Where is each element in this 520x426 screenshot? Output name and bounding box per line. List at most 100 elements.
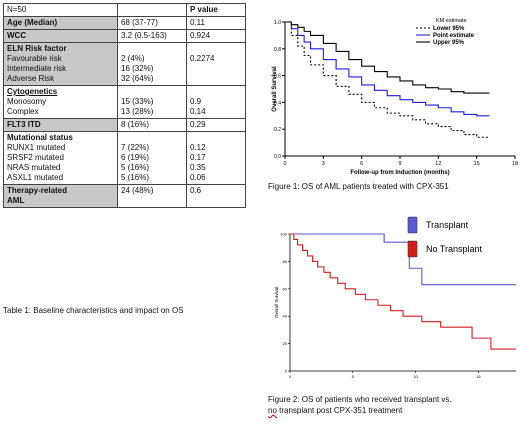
- table-row: Age (Median) 68 (37-77) 0.11: [3, 16, 246, 30]
- table-row: FLT3 ITD 8 (16%) 0.29: [3, 118, 246, 132]
- cell-line: 0.6: [190, 186, 202, 195]
- legend-label: No Transplant: [426, 244, 483, 254]
- y-tick-label: 1.0: [274, 20, 281, 26]
- table-cell: 0.924: [186, 29, 246, 43]
- table-row: WCC 3.2 (0.5-163) 0.924: [3, 29, 246, 43]
- legend-label: Upper 95%: [433, 40, 465, 46]
- row-heading: ELN Risk factor: [7, 44, 67, 53]
- cell-line: SRSF2 mutated: [7, 153, 64, 162]
- table-cell: 0.9 0.14: [186, 85, 246, 119]
- x-tick-label: 6: [360, 161, 363, 167]
- x-axis-label: Follow-up from Induction (months): [350, 170, 449, 176]
- table-cell: Age (Median): [3, 16, 118, 30]
- cell-line: Favourable risk: [7, 54, 62, 63]
- y-tick-label: 60: [283, 286, 288, 291]
- cell-line: 0.35: [190, 163, 206, 172]
- y-tick-label: 0.0: [274, 154, 281, 160]
- baseline-characteristics-table: N=50 P value Age (Median) 68 (37-77) 0.11 WCC…: [3, 3, 246, 208]
- header-cell: P value: [186, 3, 246, 17]
- figure-2-caption-line1: Figure 2: OS of patients who received tr…: [268, 395, 452, 404]
- table-cell: 7 (22%) 6 (19%) 5 (16%) 5 (16%): [117, 131, 187, 185]
- legend-swatch: [407, 216, 418, 234]
- table-cell: 2 (4%) 16 (32%) 32 (64%): [117, 42, 187, 86]
- cell-line: 0.11: [190, 18, 205, 27]
- cell-line: 0.9: [190, 97, 202, 106]
- km-curve-chart: 0.0 0.2 0.4 0.6 0.8 1.0 0 3 6 9 12 15 18 Overall Surv…: [272, 18, 518, 176]
- cell-line: 15 (33%): [121, 97, 154, 106]
- cell-line: [190, 74, 242, 84]
- row-heading: WCC: [7, 31, 27, 40]
- cell-line: Monosomy: [7, 97, 47, 106]
- cell-line: 0.17: [190, 153, 206, 162]
- table-cell: Therapy-related AML: [3, 184, 118, 208]
- cell-line: 0.924: [190, 31, 211, 40]
- cell-line: [121, 44, 183, 54]
- figure-1-caption: Figure 1: OS of AML patients treated wit…: [268, 182, 449, 191]
- y-tick-label: 0.8: [274, 47, 281, 53]
- x-tick-label: 15: [476, 374, 481, 379]
- table-cell: ELN Risk factor Favourable risk Intermedia…: [3, 42, 118, 86]
- row-heading: Age (Median): [7, 18, 58, 27]
- cell-line: 3.2 (0.5-163): [121, 31, 167, 40]
- header-cell: N=50: [3, 3, 118, 17]
- table-cell: FLT3 ITD: [3, 118, 118, 132]
- figure-2-caption-rest: transplant post CPX-351 treatment: [276, 406, 403, 415]
- cell-line: 0.29: [190, 120, 206, 129]
- table-caption: Table 1: Baseline characteristics and im…: [3, 306, 184, 315]
- table-cell: Cytogenetics Monosomy Complex: [3, 85, 118, 119]
- y-tick-label: 100: [280, 232, 287, 237]
- x-tick-label: 9: [398, 161, 401, 167]
- y-tick-label: 40: [283, 314, 288, 319]
- table-row: Therapy-related AML 24 (48%) 0.6: [3, 184, 246, 208]
- cell-line: 8 (16%): [121, 120, 150, 129]
- km-line-3: [285, 21, 490, 94]
- cell-line: AML: [7, 196, 25, 205]
- cell-line: NRAS mutated: [7, 163, 61, 172]
- survival-line-2: [290, 233, 516, 350]
- figure-2-caption-no: no: [268, 406, 277, 415]
- km-line-2: [285, 21, 490, 117]
- cell-line: 0.12: [190, 143, 206, 152]
- cell-line: 5 (16%): [121, 173, 150, 182]
- x-tick-label: 12: [435, 161, 441, 167]
- table-row: Cytogenetics Monosomy Complex 15 (33%) 13 (2…: [3, 85, 246, 119]
- y-tick-label: 0: [285, 369, 288, 374]
- table-cell: 0.29: [186, 118, 246, 132]
- y-axis-label: Overall Survival: [274, 287, 279, 319]
- row-heading: Mutational status: [7, 133, 73, 142]
- table-cell: 15 (33%) 13 (28%): [117, 85, 187, 119]
- x-tick-label: 18: [512, 161, 518, 167]
- table-cell: 8 (16%): [117, 118, 187, 132]
- cell-line: 32 (64%): [121, 74, 154, 83]
- header-cell: [117, 3, 187, 17]
- legend-label: Point estimate: [433, 33, 475, 39]
- table-cell: 0.6: [186, 184, 246, 208]
- cell-line: 7 (22%): [121, 143, 150, 152]
- y-tick-label: 20: [283, 341, 288, 346]
- cell-line: 16 (32%): [121, 64, 154, 73]
- cell-line: Intermediate risk: [7, 64, 67, 73]
- legend-swatch: [407, 240, 418, 258]
- cell-line: Complex: [7, 107, 39, 116]
- y-tick-label: 80: [283, 259, 288, 264]
- cell-line: 24 (48%): [121, 186, 154, 195]
- table-cell: 3.2 (0.5-163): [117, 29, 187, 43]
- legend-label: Lower 95%: [433, 26, 465, 32]
- cell-line: ASXL1 mutated: [7, 173, 64, 182]
- table-cell: 0.2274: [186, 42, 246, 86]
- table-cell: 0.11: [186, 16, 246, 30]
- cell-line: [121, 87, 183, 97]
- x-tick-label: 0: [283, 161, 286, 167]
- cell-line: 68 (37-77): [121, 18, 158, 27]
- row-heading: Therapy-related: [7, 186, 68, 195]
- x-tick-label: 5: [352, 374, 355, 379]
- table-row: ELN Risk factor Favourable risk Intermedia…: [3, 42, 246, 86]
- transplant-survival-chart: 0 20 40 60 80 100 0 5 10 15 Overall Survival Transp…: [274, 216, 516, 379]
- x-tick-label: 15: [474, 161, 480, 167]
- cell-line: [190, 64, 242, 74]
- table-cell: WCC: [3, 29, 118, 43]
- cell-line: 13 (28%): [121, 107, 154, 116]
- survival-line-1: [290, 233, 516, 286]
- table-cell: 0.12 0.17 0.35 0.06: [186, 131, 246, 185]
- table-row: Mutational status RUNX1 mutated SRSF2 muta…: [3, 131, 246, 185]
